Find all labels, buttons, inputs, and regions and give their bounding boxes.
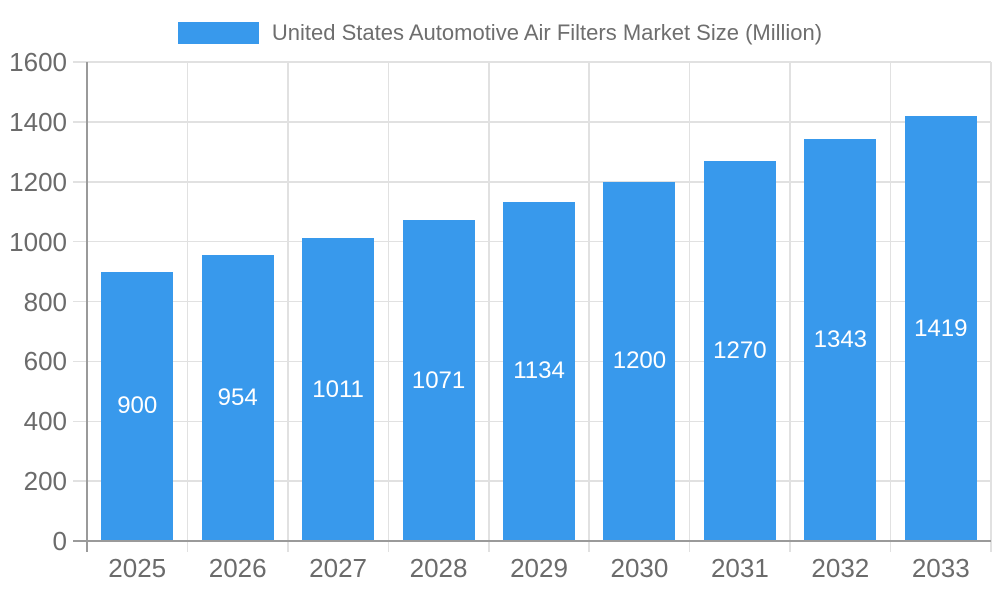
y-axis-tick-label: 200 — [23, 466, 67, 497]
x-axis-tick-label: 2025 — [108, 553, 167, 583]
bar[interactable]: 1071 — [402, 220, 475, 541]
x-axis-tick-label: 2028 — [409, 553, 468, 583]
x-gridline — [688, 62, 691, 541]
bar[interactable]: 900 — [101, 271, 174, 541]
x-gridline — [789, 62, 791, 541]
x-axis-tick — [789, 541, 791, 552]
x-axis-tick — [588, 541, 590, 552]
x-gridline — [889, 62, 892, 541]
y-gridline — [73, 61, 991, 63]
x-axis-tick — [186, 541, 189, 552]
x-axis-tick-label: 2033 — [911, 553, 970, 583]
bar[interactable]: 1134 — [503, 201, 575, 541]
y-axis-line — [86, 62, 88, 552]
x-gridline — [990, 62, 992, 541]
bar-value-label: 1011 — [312, 375, 364, 403]
y-axis-tick-label: 600 — [23, 346, 67, 377]
x-axis-tick — [287, 541, 289, 552]
y-gridline — [73, 181, 991, 183]
y-axis-tick-label: 800 — [23, 286, 67, 317]
x-gridline — [287, 62, 289, 541]
y-axis-tick-label: 1200 — [9, 166, 67, 197]
bar-value-label: 1270 — [713, 336, 767, 364]
bar[interactable]: 1011 — [302, 238, 375, 541]
legend-label[interactable]: United States Automotive Air Filters Mar… — [271, 20, 823, 45]
x-axis-line — [73, 539, 991, 542]
bar-value-label: 900 — [117, 392, 158, 420]
x-axis-tick-label: 2031 — [710, 553, 769, 583]
y-gridline — [73, 121, 991, 123]
x-axis-tick — [387, 541, 390, 552]
x-axis-tick — [688, 541, 691, 552]
x-gridline — [186, 62, 189, 541]
bar-value-label: 1343 — [813, 325, 868, 353]
x-gridline — [488, 62, 490, 541]
bar[interactable]: 1343 — [804, 138, 877, 541]
y-axis-tick-label: 0 — [52, 526, 67, 556]
x-axis-tick-label: 2027 — [309, 553, 368, 583]
y-axis-tick-label: 400 — [23, 406, 67, 437]
y-axis-tick-label: 1400 — [9, 106, 67, 137]
legend-swatch[interactable] — [177, 22, 259, 44]
bar-value-label: 1200 — [612, 347, 667, 375]
y-axis-tick-label: 1600 — [9, 47, 67, 77]
legend[interactable]: United States Automotive Air Filters Mar… — [0, 14, 1000, 52]
x-axis-tick-label: 2030 — [610, 553, 669, 583]
bar-value-label: 1134 — [513, 357, 565, 385]
x-axis-tick — [488, 541, 490, 552]
x-gridline — [387, 62, 390, 541]
bar-value-label: 1419 — [914, 314, 968, 342]
x-axis-tick — [990, 541, 992, 552]
bar-value-label: 954 — [217, 384, 258, 412]
bar[interactable]: 954 — [201, 255, 274, 541]
x-axis-tick-label: 2026 — [208, 553, 267, 583]
bar[interactable]: 1419 — [904, 116, 977, 541]
x-gridline — [588, 62, 590, 541]
bar[interactable]: 1270 — [703, 160, 776, 541]
x-axis-tick-label: 2029 — [510, 553, 568, 583]
y-axis-tick-label: 1000 — [9, 226, 67, 257]
x-axis-tick-label: 2032 — [811, 553, 870, 583]
bar[interactable]: 1200 — [603, 181, 676, 541]
bar-value-label: 1071 — [411, 366, 466, 394]
x-axis-tick — [889, 541, 892, 552]
